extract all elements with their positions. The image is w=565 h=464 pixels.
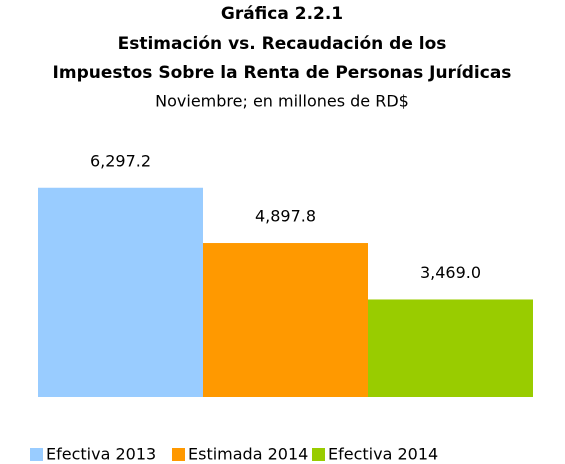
legend-label: Estimada 2014 bbox=[188, 445, 308, 464]
legend-swatch bbox=[30, 448, 43, 461]
bar bbox=[203, 243, 368, 397]
data-label: 3,469.0 bbox=[420, 263, 481, 282]
chart-title: Gráfica 2.2.1 bbox=[221, 4, 343, 24]
bar bbox=[38, 187, 203, 397]
data-label: 6,297.2 bbox=[90, 151, 151, 170]
chart-title: Estimación vs. Recaudación de los bbox=[118, 34, 447, 54]
legend-label: Efectiva 2014 bbox=[328, 445, 438, 464]
legend-label: Efectiva 2013 bbox=[46, 445, 156, 464]
legend-swatch bbox=[312, 448, 325, 461]
chart-title: Impuestos Sobre la Renta de Personas Jur… bbox=[53, 63, 512, 83]
legend-swatch bbox=[172, 448, 185, 461]
bar bbox=[368, 299, 533, 397]
chart-subtitle: Noviembre; en millones de RD$ bbox=[155, 92, 409, 111]
data-label: 4,897.8 bbox=[255, 207, 316, 226]
